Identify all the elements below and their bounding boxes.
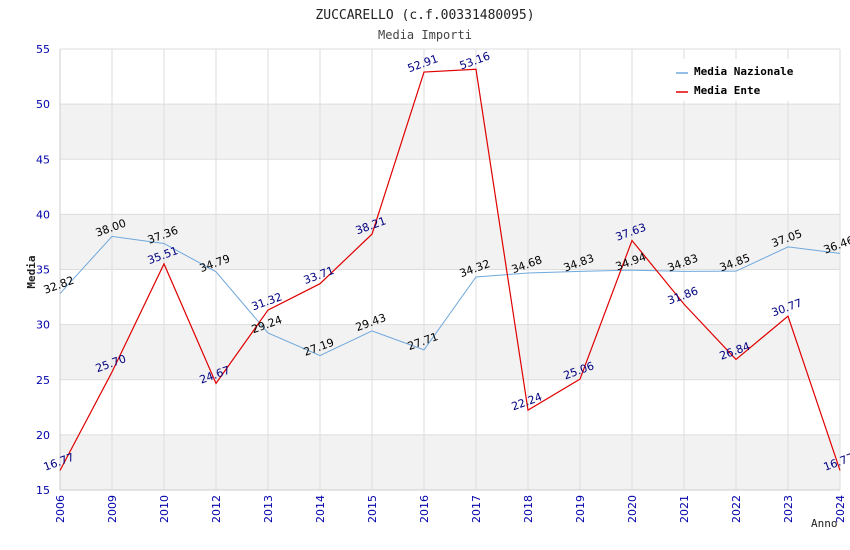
- x-tick-label: 2010: [158, 495, 171, 523]
- x-tick-label: 2022: [730, 495, 743, 523]
- y-axis-label: Media: [25, 255, 38, 288]
- plot-band: [60, 324, 840, 380]
- x-tick-labels: 2006 2009 2010 2012 2013 2014 2015 2016 2017 2018…: [54, 495, 847, 523]
- legend: Media Nazionale Media Ente: [670, 59, 810, 101]
- y-tick-label: 35: [36, 264, 50, 277]
- x-tick-label: 2014: [314, 495, 327, 523]
- x-tick-label: 2015: [366, 495, 379, 523]
- chart-subtitle: Media Importi: [378, 28, 472, 42]
- plot-bands: [60, 104, 840, 490]
- data-label-media-nazionale: 32.82: [42, 274, 76, 297]
- plot-band: [60, 214, 840, 270]
- y-tick-label: 50: [36, 98, 50, 111]
- x-tick-label: 2024: [834, 495, 847, 523]
- x-axis-label: Anno: [811, 517, 838, 530]
- x-tick-label: 2006: [54, 495, 67, 523]
- data-label-media-ente: 22.24: [510, 390, 544, 413]
- x-tick-label: 2012: [210, 495, 223, 523]
- data-label-media-ente: 31.32: [250, 290, 284, 313]
- y-tick-label: 30: [36, 319, 50, 332]
- legend-box: [670, 59, 810, 101]
- x-tick-label: 2018: [522, 495, 535, 523]
- x-tick-label: 2009: [106, 495, 119, 523]
- data-label-media-ente: 30.77: [770, 296, 804, 319]
- series-line-media-nazionale: [59, 235, 841, 357]
- x-tick-label: 2021: [678, 495, 691, 523]
- y-tick-label: 55: [36, 43, 50, 56]
- y-tick-label: 20: [36, 429, 50, 442]
- y-tick-label: 40: [36, 208, 50, 221]
- y-tick-labels: 15 20 25 30 35 40 45 50 55: [36, 43, 50, 497]
- axes: [59, 49, 840, 491]
- x-tick-label: 2017: [470, 495, 483, 523]
- y-tick-label: 25: [36, 374, 50, 387]
- y-tick-label: 15: [36, 484, 50, 497]
- x-tick-label: 2023: [782, 495, 795, 523]
- x-tick-label: 2016: [418, 495, 431, 523]
- legend-label-media-ente: Media Ente: [694, 84, 761, 97]
- plot-band: [60, 104, 840, 160]
- legend-label-media-nazionale: Media Nazionale: [694, 65, 794, 78]
- series-lines: [59, 68, 841, 471]
- y-tick-label: 45: [36, 153, 50, 166]
- chart-title: ZUCCARELLO (c.f.00331480095): [315, 8, 534, 23]
- x-tick-label: 2013: [262, 495, 275, 523]
- x-tick-label: 2020: [626, 495, 639, 523]
- grid-lines: [59, 48, 841, 491]
- plot-band: [60, 434, 840, 490]
- x-tick-label: 2019: [574, 495, 587, 523]
- series-line-media-ente: [59, 68, 841, 471]
